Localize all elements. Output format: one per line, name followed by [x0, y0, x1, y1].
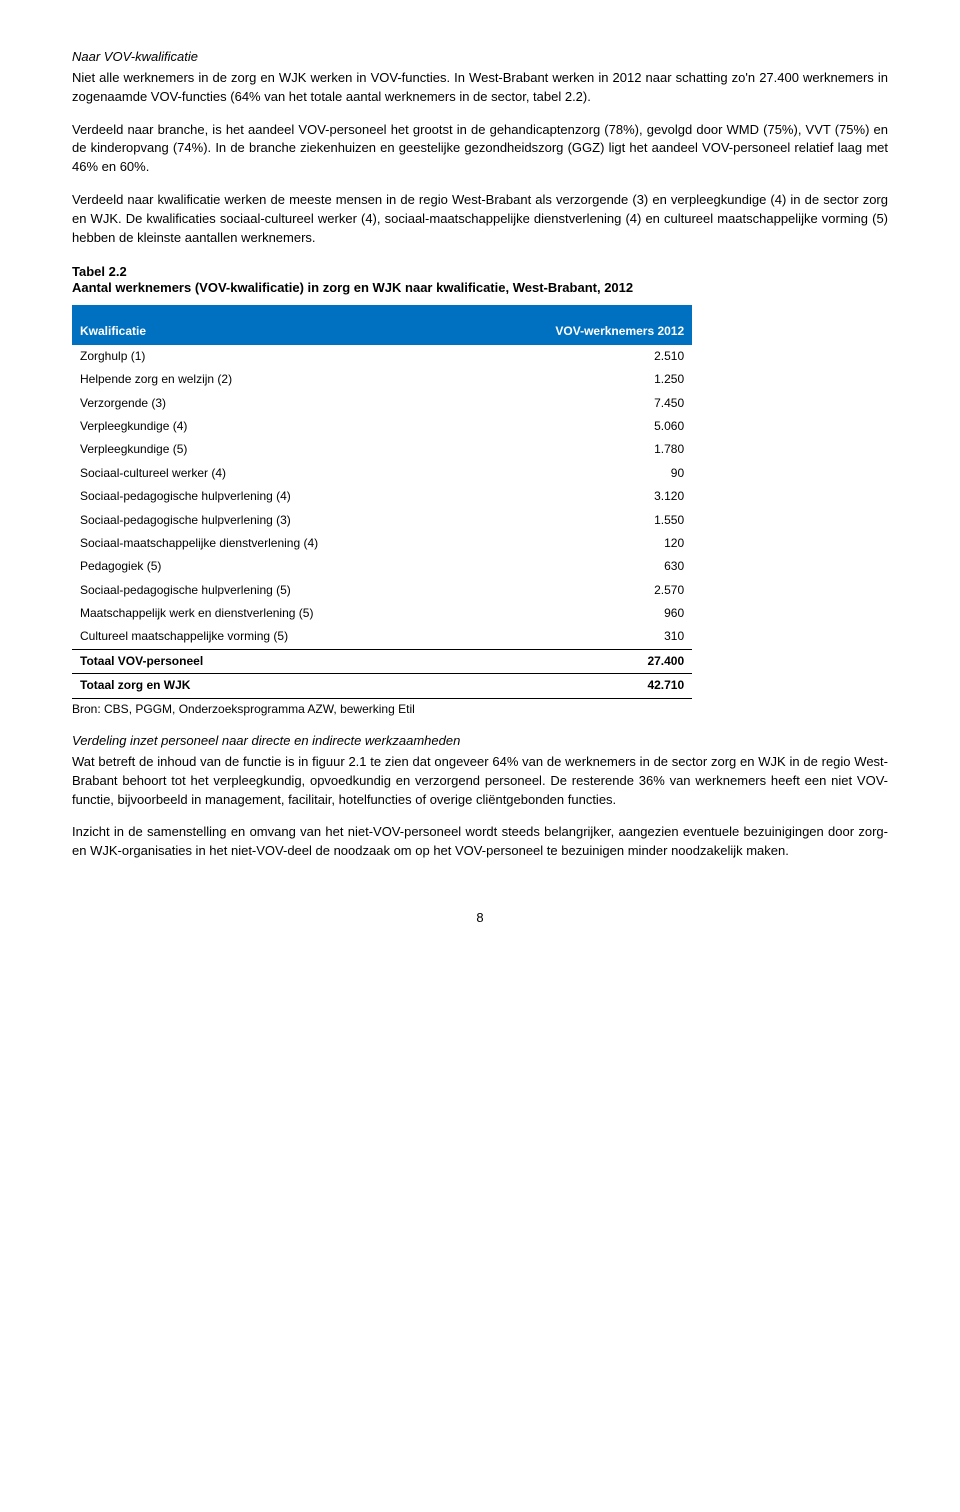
table-row: Sociaal-pedagogische hulpverlening (3)1.… — [72, 509, 692, 532]
table-source: Bron: CBS, PGGM, Onderzoeksprogramma AZW… — [72, 701, 888, 718]
table-row: Sociaal-pedagogische hulpverlening (4)3.… — [72, 485, 692, 508]
paragraph: Niet alle werknemers in de zorg en WJK w… — [72, 69, 888, 107]
paragraph: Verdeeld naar branche, is het aandeel VO… — [72, 121, 888, 178]
table-row: Helpende zorg en welzijn (2)1.250 — [72, 368, 692, 391]
cell-label: Sociaal-maatschappelijke dienstverlening… — [72, 532, 467, 555]
table-row: Verpleegkundige (4)5.060 — [72, 415, 692, 438]
cell-label: Pedagogiek (5) — [72, 555, 467, 578]
cell-value: 1.250 — [467, 368, 692, 391]
cell-value: 310 — [467, 625, 692, 649]
cell-label: Verzorgende (3) — [72, 392, 467, 415]
paragraph: Inzicht in de samenstelling en omvang va… — [72, 823, 888, 861]
cell-value: 120 — [467, 532, 692, 555]
cell-value: 27.400 — [467, 649, 692, 673]
cell-value: 1.780 — [467, 438, 692, 461]
cell-label: Sociaal-pedagogische hulpverlening (3) — [72, 509, 467, 532]
table-row: Sociaal-maatschappelijke dienstverlening… — [72, 532, 692, 555]
table-row: Verpleegkundige (5)1.780 — [72, 438, 692, 461]
paragraph: Verdeeld naar kwalificatie werken de mee… — [72, 191, 888, 248]
cell-label: Sociaal-cultureel werker (4) — [72, 462, 467, 485]
cell-value: 42.710 — [467, 674, 692, 698]
cell-label: Verpleegkundige (5) — [72, 438, 467, 461]
cell-label: Cultureel maatschappelijke vorming (5) — [72, 625, 467, 649]
table-row: Maatschappelijk werk en dienstverlening … — [72, 602, 692, 625]
table-row: Zorghulp (1)2.510 — [72, 345, 692, 368]
cell-value: 630 — [467, 555, 692, 578]
table-total-row: Totaal zorg en WJK42.710 — [72, 674, 692, 698]
paragraph: Wat betreft de inhoud van de functie is … — [72, 753, 888, 810]
section-heading-verdeling: Verdeling inzet personeel naar directe e… — [72, 732, 888, 751]
table-row: Verzorgende (3)7.450 — [72, 392, 692, 415]
table-row: Pedagogiek (5)630 — [72, 555, 692, 578]
section-heading-vov: Naar VOV-kwalificatie — [72, 48, 888, 67]
cell-label: Sociaal-pedagogische hulpverlening (5) — [72, 579, 467, 602]
table-title: Aantal werknemers (VOV-kwalificatie) in … — [72, 280, 633, 295]
cell-label: Sociaal-pedagogische hulpverlening (4) — [72, 485, 467, 508]
cell-value: 7.450 — [467, 392, 692, 415]
table-number: Tabel 2.2 — [72, 264, 127, 279]
cell-value: 2.570 — [467, 579, 692, 602]
table-caption: Tabel 2.2 Aantal werknemers (VOV-kwalifi… — [72, 264, 888, 298]
col-header-werknemers: VOV-werknemers 2012 — [467, 305, 692, 344]
cell-label: Helpende zorg en welzijn (2) — [72, 368, 467, 391]
page-number: 8 — [72, 909, 888, 928]
table-row: Sociaal-pedagogische hulpverlening (5)2.… — [72, 579, 692, 602]
table-row: Cultureel maatschappelijke vorming (5)31… — [72, 625, 692, 649]
cell-value: 1.550 — [467, 509, 692, 532]
cell-value: 2.510 — [467, 345, 692, 368]
cell-label: Maatschappelijk werk en dienstverlening … — [72, 602, 467, 625]
cell-label: Totaal VOV-personeel — [72, 649, 467, 673]
cell-value: 960 — [467, 602, 692, 625]
cell-value: 90 — [467, 462, 692, 485]
cell-value: 5.060 — [467, 415, 692, 438]
cell-label: Totaal zorg en WJK — [72, 674, 467, 698]
table-total-row: Totaal VOV-personeel27.400 — [72, 649, 692, 673]
cell-label: Verpleegkundige (4) — [72, 415, 467, 438]
col-header-kwalificatie: Kwalificatie — [72, 305, 467, 344]
kwalificatie-table: Kwalificatie VOV-werknemers 2012 Zorghul… — [72, 305, 692, 698]
cell-value: 3.120 — [467, 485, 692, 508]
cell-label: Zorghulp (1) — [72, 345, 467, 368]
table-row: Sociaal-cultureel werker (4)90 — [72, 462, 692, 485]
